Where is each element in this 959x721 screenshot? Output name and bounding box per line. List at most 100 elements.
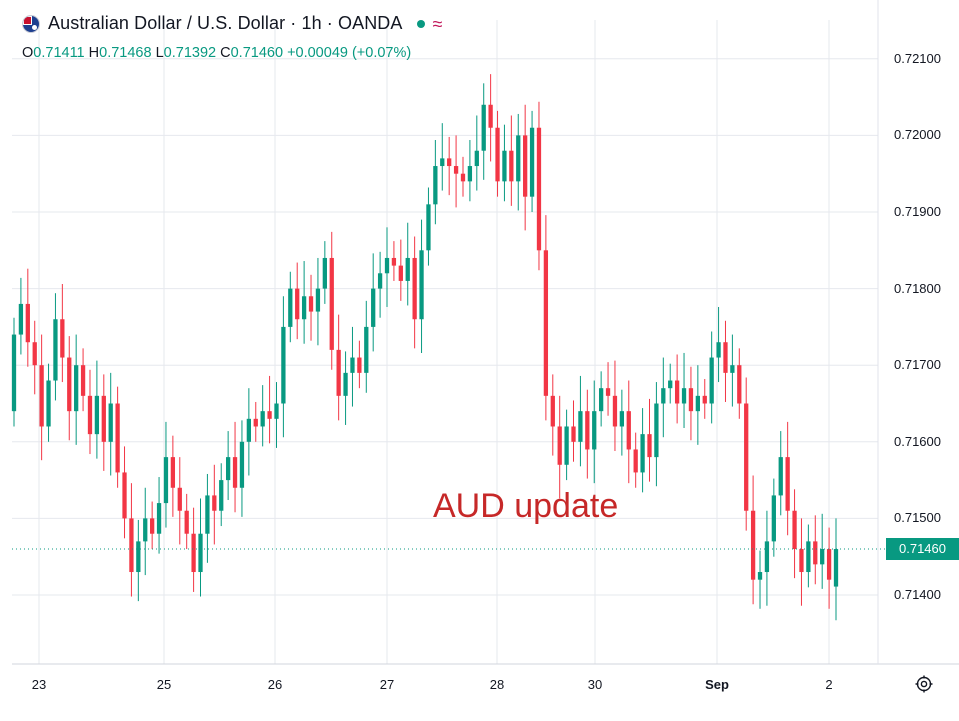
symbol-title[interactable]: Australian Dollar / U.S. Dollar · 1h · O…	[48, 13, 403, 33]
candle	[647, 398, 652, 482]
candle-body	[785, 457, 790, 511]
candle-body	[39, 365, 44, 427]
candle-body	[688, 388, 694, 412]
candle	[11, 317, 17, 427]
candle	[232, 421, 238, 513]
candle	[246, 388, 251, 476]
candle	[384, 227, 390, 307]
candle	[640, 408, 645, 493]
candle-body	[529, 127, 535, 197]
chart-header: Australian Dollar / U.S. Dollar · 1h · O…	[22, 13, 442, 34]
candle	[219, 463, 224, 527]
candle-body	[122, 472, 127, 519]
candle-body	[453, 166, 459, 174]
close-value: 0.71460	[230, 45, 284, 61]
australia-flag-icon	[22, 14, 40, 33]
candle-body	[232, 457, 238, 488]
candle-body	[536, 127, 542, 251]
price-tick-label: 0.71700	[894, 357, 941, 373]
candle-body	[826, 549, 832, 580]
candle-body	[460, 173, 466, 182]
candle	[184, 493, 189, 550]
candle	[778, 431, 783, 516]
candle	[509, 115, 514, 206]
candle	[129, 483, 134, 597]
candle-body	[764, 541, 770, 573]
candle-body	[605, 388, 611, 396]
candle	[523, 104, 528, 231]
candle-body	[744, 403, 749, 511]
candle	[785, 421, 790, 536]
candle	[792, 489, 797, 579]
candle	[744, 377, 749, 531]
candle	[820, 513, 825, 589]
high-label: H	[88, 45, 100, 61]
candle	[709, 331, 714, 424]
candle-body	[274, 403, 279, 419]
candle	[578, 375, 583, 467]
candle	[474, 115, 479, 191]
candle	[806, 524, 811, 588]
candle	[398, 239, 403, 301]
candle	[143, 487, 148, 576]
candle-body	[343, 372, 348, 396]
candle	[377, 251, 383, 318]
candle	[315, 257, 321, 346]
candle	[225, 431, 231, 501]
wave-icon[interactable]: ≈	[432, 13, 443, 34]
candle-body	[474, 150, 479, 167]
candle-body	[336, 349, 341, 396]
candle	[412, 236, 417, 349]
candle-series	[11, 74, 839, 621]
candle	[53, 293, 58, 401]
candle	[668, 363, 673, 404]
settings-gear-icon[interactable]	[914, 674, 934, 694]
candle	[343, 351, 348, 425]
candle	[730, 334, 735, 407]
candle-body	[177, 487, 182, 511]
candle	[357, 340, 362, 389]
last-price-tag: 0.71460	[886, 538, 959, 560]
candle	[557, 395, 562, 499]
candle	[481, 83, 486, 180]
candle	[198, 498, 203, 597]
candle-body	[143, 518, 148, 542]
candle-body	[585, 411, 590, 450]
candle-body	[447, 158, 452, 167]
candle	[460, 156, 466, 197]
candle-body	[412, 257, 417, 320]
candle-body	[74, 365, 79, 412]
candle	[87, 369, 93, 455]
time-tick-label: 26	[267, 677, 283, 692]
candle	[799, 518, 804, 606]
candle	[488, 74, 493, 162]
candle	[695, 365, 700, 445]
candle	[633, 432, 638, 488]
candle-body	[281, 326, 286, 404]
candle	[433, 139, 438, 225]
candle-body	[488, 104, 493, 128]
candle	[288, 271, 293, 343]
candle	[674, 354, 680, 424]
candle-body	[246, 418, 251, 442]
candle-body	[578, 411, 583, 442]
candle-body	[377, 273, 383, 289]
candle-body	[371, 288, 376, 327]
candle	[46, 363, 51, 442]
candle-body	[163, 457, 169, 504]
candle	[191, 507, 196, 592]
candle	[391, 241, 397, 281]
candle-body	[626, 411, 631, 450]
price-tick-label: 0.71900	[894, 204, 941, 219]
candle	[571, 400, 576, 462]
candle-body	[467, 166, 473, 182]
candle	[260, 385, 265, 447]
candle-body	[737, 365, 742, 404]
candle	[536, 101, 542, 271]
candle-body	[191, 533, 196, 573]
candle-body	[440, 158, 445, 167]
candle	[94, 360, 100, 459]
time-tick-label: 28	[489, 677, 505, 692]
low-value: 0.71392	[163, 45, 217, 61]
